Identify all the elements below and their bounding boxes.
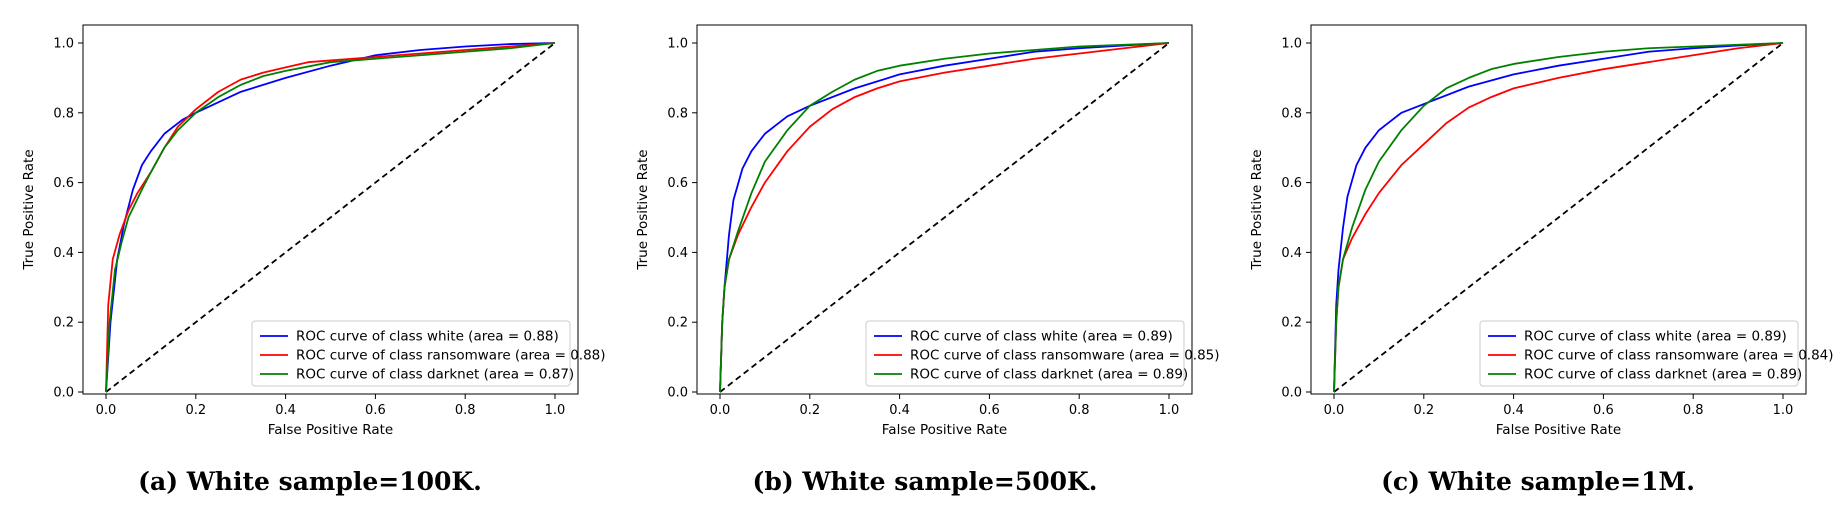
x-tick-label: 0.4 [275,403,296,418]
x-tick-label: 1.0 [1773,403,1794,418]
roc-series-line-3 [719,42,1170,393]
y-tick-label: 0.8 [53,106,74,121]
x-tick-label: 0.2 [799,403,820,418]
roc-series-line-3 [1333,42,1784,393]
legend-box [251,320,571,387]
legend-box [1479,320,1799,387]
y-tick-label: 0.4 [667,246,688,261]
x-tick-label: 0.2 [185,403,206,418]
x-tick-label: 0.6 [365,403,386,418]
chart-panel-1: 0.0 0.2 0.4 0.6 0.8 1.0 0.0 0.2 0.4 0.6 0.8 1.0 Fals… [21,24,606,496]
x-tick-label: 0.8 [455,403,476,418]
chance-diagonal-line [105,42,556,393]
chart-panel-3: 0.0 0.2 0.4 0.6 0.8 1.0 0.0 0.2 0.4 0.6 0.8 1.0 Fals… [1249,24,1834,496]
legend-entry: ROC curve of class white (area = 0.89) [1524,329,1787,345]
plot-frame [696,24,1193,395]
legend-box [865,320,1185,387]
y-tick-label: 1.0 [1281,37,1302,52]
chance-diagonal-line [719,42,1170,393]
y-tick-label: 0.6 [53,176,74,191]
plot-frame [1310,24,1807,395]
x-tick-label: 1.0 [1159,403,1180,418]
legend-entry: ROC curve of class darknet (area = 0.89) [910,367,1188,383]
y-axis-label: True Positive Rate [1249,149,1265,270]
subfigure-caption: (c) White sample=1M. [1381,467,1695,496]
y-tick-label: 1.0 [667,37,688,52]
y-tick-label: 0.0 [667,386,688,401]
x-tick-label: 0.0 [96,403,117,418]
y-tick-label: 0.6 [667,176,688,191]
x-axis-label: False Positive Rate [882,422,1007,438]
legend: ROC curve of class white (area = 0.88) RO… [251,320,606,387]
y-tick-label: 0.2 [1281,316,1302,331]
x-tick-label: 0.2 [1413,403,1434,418]
y-tick-label: 0.8 [667,106,688,121]
y-tick-label: 0.0 [53,386,74,401]
legend: ROC curve of class white (area = 0.89) RO… [1479,320,1834,387]
chart-panel-2: 0.0 0.2 0.4 0.6 0.8 1.0 0.0 0.2 0.4 0.6 0.8 1.0 Fals… [635,24,1220,496]
legend-entry: ROC curve of class white (area = 0.89) [910,329,1173,345]
y-tick-label: 1.0 [53,37,74,52]
x-tick-label: 0.0 [710,403,731,418]
y-tick-label: 0.4 [1281,246,1302,261]
legend-entry: ROC curve of class ransomware (area = 0.… [910,348,1220,364]
x-axis-label: False Positive Rate [1496,422,1621,438]
legend-entry: ROC curve of class darknet (area = 0.89) [1524,367,1802,383]
legend: ROC curve of class white (area = 0.89) RO… [865,320,1220,387]
y-tick-label: 0.6 [1281,176,1302,191]
y-tick-label: 0.0 [1281,386,1302,401]
roc-series-line-1 [1333,42,1784,393]
y-tick-label: 0.8 [1281,106,1302,121]
chance-diagonal-line [1333,42,1784,393]
legend-entry: ROC curve of class white (area = 0.88) [296,329,559,345]
roc-series-line-1 [719,42,1170,393]
subfigure-caption: (b) White sample=500K. [753,467,1098,496]
roc-series-line-3 [105,42,556,393]
subfigure-caption: (a) White sample=100K. [138,467,482,496]
x-axis-label: False Positive Rate [268,422,393,438]
y-tick-label: 0.2 [667,316,688,331]
legend-entry: ROC curve of class ransomware (area = 0.… [1524,348,1834,364]
legend-entry: ROC curve of class darknet (area = 0.87) [296,367,574,383]
y-tick-label: 0.2 [53,316,74,331]
y-axis-label: True Positive Rate [635,149,651,270]
x-tick-label: 1.0 [545,403,566,418]
legend-entry: ROC curve of class ransomware (area = 0.… [296,348,606,364]
roc-series-line-2 [105,42,556,393]
x-tick-label: 0.8 [1683,403,1704,418]
x-tick-label: 0.4 [889,403,910,418]
x-tick-label: 0.4 [1503,403,1524,418]
x-tick-label: 0.8 [1069,403,1090,418]
x-tick-label: 0.6 [1593,403,1614,418]
plot-frame [82,24,579,395]
y-tick-label: 0.4 [53,246,74,261]
x-tick-label: 0.0 [1324,403,1345,418]
x-tick-label: 0.6 [979,403,1000,418]
y-axis-label: True Positive Rate [21,149,37,270]
